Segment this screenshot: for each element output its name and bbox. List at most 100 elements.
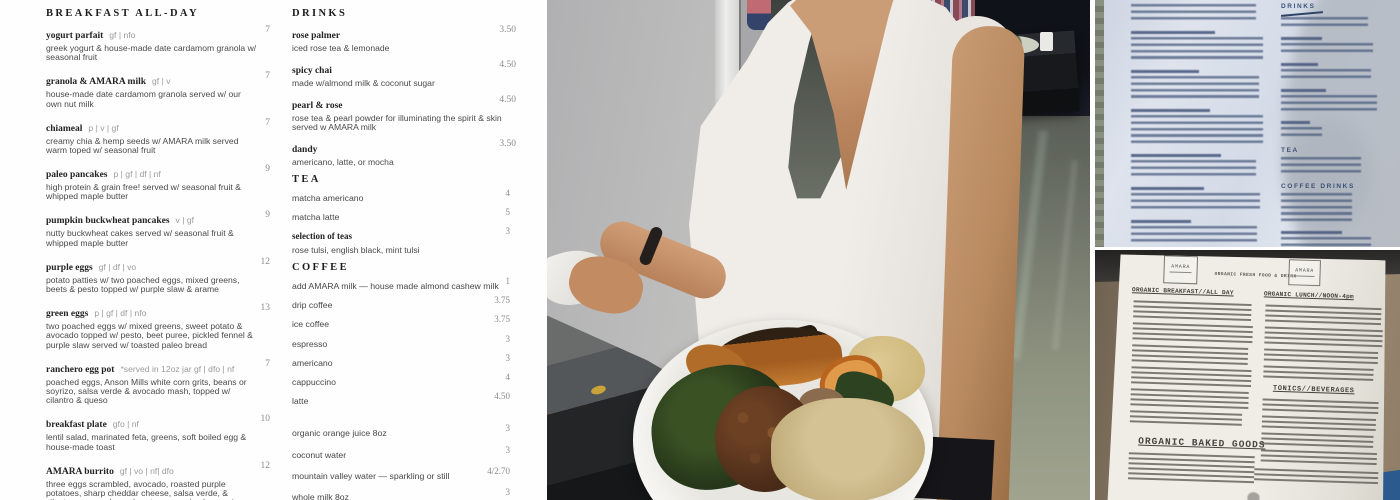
menu-item-name: purple eggs — [46, 262, 93, 273]
menu-item-price: 7 — [265, 358, 270, 369]
floor-reflection — [1052, 160, 1078, 350]
menu-item-name: americano — [292, 357, 333, 368]
coffee-heading: COFFEE — [292, 262, 349, 273]
tea-heading: TEA — [292, 174, 321, 186]
menu-item: AMARA burrito gf | vo | nf| dfo 12 three … — [46, 461, 270, 500]
menu-item-diet-codes: gfo | nf — [112, 419, 139, 430]
menu-item: spicy chai 4.50 made w/almond milk & coc… — [292, 60, 516, 88]
menu-item-price: 3.75 — [494, 295, 510, 306]
menu-item-diet-codes: p | v | gf — [88, 122, 119, 133]
menu-item-description: americano, latte, or mocha — [292, 157, 394, 168]
text-block-blur — [1131, 154, 1267, 179]
text-block-blur — [1281, 193, 1383, 224]
text-block-blur — [1131, 220, 1267, 245]
text-block-blur — [1131, 187, 1267, 212]
board-tea-heading: TEA — [1281, 147, 1299, 155]
photo-column: DRINKS TEA COFFEE DRINKS AMARA — [1095, 0, 1400, 500]
menu-item-price: 3 — [505, 333, 511, 344]
text-block-blur — [1261, 432, 1373, 449]
menu-item-price: 9 — [265, 210, 270, 221]
amara-logo-box: AMARA — [1163, 255, 1198, 284]
coffee-item-list: add AMARA milk — house made almond cashe… — [292, 276, 516, 409]
menu-item-name: add AMARA milk — house made almond cashe… — [292, 281, 499, 291]
menu-item-price: 5 — [505, 207, 511, 218]
menu-item-diet-codes: gf | v — [152, 76, 171, 87]
photo-typed-menu[interactable]: AMARA AMARA ORGANIC FRESH FOOD & DRINK O… — [1095, 250, 1400, 500]
text-block-blur — [1254, 468, 1378, 485]
text-block-blur — [1264, 326, 1383, 348]
menu-item: selection of teas 3 — [292, 226, 516, 244]
text-block-blur — [1130, 388, 1249, 410]
crossed-out-line — [1280, 11, 1324, 18]
menu-item-name: drip coffee — [292, 300, 333, 311]
breakfast-item-list: yogurt parfait gf | nfo 7 greek yogurt & … — [46, 25, 270, 500]
menu-item-name: selection of teas — [292, 231, 352, 242]
menu-item: breakfast plate gfo | nf 10 lentil salad,… — [46, 414, 270, 452]
menu-item-description: iced rose tea & lemonade — [292, 43, 390, 53]
text-block-blur — [1131, 31, 1267, 62]
photo-woman-holding-plate[interactable] — [547, 0, 1090, 500]
menu-item: ice coffee 3.75 — [292, 314, 516, 332]
text-block-blur — [1281, 63, 1383, 82]
menu-item-name: AMARA burrito — [46, 466, 114, 477]
menu-item-name: chiameal — [46, 123, 83, 134]
menu-item-name: dandy — [292, 145, 318, 156]
menu-item-description: nutty buckwheat cakes served w/ seasonal… — [46, 228, 234, 248]
menu-item-price: 10 — [260, 414, 271, 425]
board-drinks-heading: DRINKS — [1281, 3, 1316, 10]
menu-item-price: 4/2.70 — [487, 465, 510, 476]
menu-column-breakfast: BREAKFAST ALL-DAY yogurt parfait gf | nfo… — [46, 0, 270, 500]
menu-item-name: paleo pancakes — [46, 169, 108, 180]
drinks-heading: DRINKS — [292, 8, 348, 19]
drinks-item-list: rose palmer 3.50 iced rose tea & lemonad… — [292, 25, 516, 168]
menu-item-description: creamy chia & hemp seeds w/ AMARA milk s… — [46, 135, 239, 156]
menu-item: matcha latte 5 — [292, 207, 516, 225]
menu-item: pumpkin buckwheat pancakes v | gf 9 nutty… — [46, 210, 270, 248]
menu-item-price: 9 — [265, 163, 270, 174]
menu-item: pearl & rose 4.50 rose tea & pearl powde… — [292, 95, 516, 133]
menu-item-price: 12 — [260, 256, 271, 267]
menu-item-price: 3 — [505, 352, 511, 363]
menu-item: dandy 3.50 americano, latte, or mocha — [292, 139, 516, 167]
menu-item-price: 4.50 — [499, 59, 516, 70]
photo-menu-board[interactable]: DRINKS TEA COFFEE DRINKS — [1095, 0, 1400, 247]
menu-item: chiameal p | v | gf 7 creamy chia & hemp … — [46, 118, 270, 156]
menu-item-price: 3.50 — [499, 25, 516, 35]
menu-item-description: high protein & grain free! served w/ sea… — [46, 181, 241, 202]
menu-item-diet-codes: gf | df | vo — [98, 261, 137, 272]
menu-item-name: pumpkin buckwheat pancakes — [46, 216, 170, 227]
amara-logo-box: AMARA — [1288, 259, 1321, 286]
text-block-blur — [1281, 231, 1383, 247]
menu-item-price: 3 — [505, 444, 511, 455]
tea-section: TEA matcha americano 4 matcha latte 5 se… — [292, 174, 516, 255]
menu-item-price: 3.75 — [494, 314, 510, 325]
text-block-blur — [1281, 121, 1383, 140]
paper-breakfast-heading: ORGANIC BREAKFAST//ALL DAY — [1131, 286, 1234, 297]
text-block-blur — [1265, 304, 1382, 326]
menu-item: granola & AMARA milk gf | v 7 house-made … — [46, 71, 270, 109]
menu-item-price: 3 — [505, 423, 511, 434]
menu-item-description: rose tulsi, english black, mint tulsi — [292, 244, 420, 255]
text-block-blur — [1281, 17, 1383, 30]
menu-image[interactable]: BREAKFAST ALL-DAY yogurt parfait gf | nfo… — [0, 0, 547, 500]
menu-item-price: 1 — [505, 276, 511, 286]
menu-item-price: 4.50 — [494, 391, 510, 402]
text-block-blur — [1264, 348, 1378, 365]
menu-item: add AMARA milk — house made almond cashe… — [292, 276, 516, 294]
menu-item-diet-codes: *served in 12oz jar gf | dfo | nf — [120, 363, 235, 374]
menu-item-name: rose palmer — [292, 31, 341, 41]
text-block-blur — [1281, 89, 1383, 114]
menu-item-name: granola & AMARA milk — [46, 77, 147, 88]
menu-item-name: cappuccino — [292, 376, 336, 387]
menu-item-description: lentil salad, marinated feta, greens, so… — [46, 432, 247, 452]
menu-item-description: potato patties w/ two poached eggs, mixe… — [46, 274, 240, 294]
text-block-blur — [1281, 157, 1383, 176]
menu-item: yogurt parfait gf | nfo 7 greek yogurt & … — [46, 25, 270, 63]
menu-item: espresso 3 — [292, 334, 516, 352]
paper-baked-goods-heading: ORGANIC BAKED GOODS — [1138, 435, 1266, 451]
menu-item-name: yogurt parfait — [46, 31, 104, 41]
menu-item: green eggs p | gf | df | nfo 13 two poach… — [46, 303, 270, 350]
menu-item-name: latte — [292, 396, 309, 407]
text-block-blur — [1263, 365, 1373, 381]
